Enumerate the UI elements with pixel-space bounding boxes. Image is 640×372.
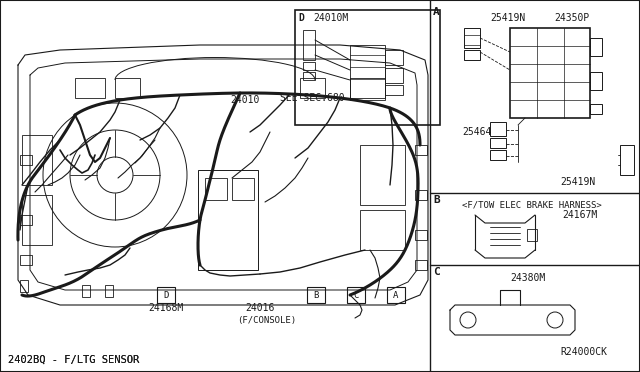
Text: 24350P: 24350P	[554, 13, 589, 23]
Bar	[415, 190, 427, 200]
Bar	[385, 68, 403, 83]
Bar	[490, 138, 506, 148]
Text: 25419N: 25419N	[560, 177, 595, 187]
Bar	[115, 78, 140, 98]
Bar	[300, 78, 325, 98]
Bar	[350, 45, 385, 100]
Text: C: C	[433, 267, 440, 277]
Bar	[20, 155, 32, 165]
Bar	[347, 287, 365, 303]
Bar	[198, 170, 258, 270]
Text: D: D	[163, 291, 169, 299]
Text: 25419N: 25419N	[490, 13, 525, 23]
Text: 24016: 24016	[245, 303, 275, 313]
Bar	[590, 104, 602, 114]
Bar	[20, 215, 32, 225]
Text: 24010M: 24010M	[313, 13, 348, 23]
Bar	[105, 285, 113, 297]
Bar	[295, 10, 440, 125]
Bar	[303, 30, 315, 60]
Text: <F/TOW ELEC BRAKE HARNESS>: <F/TOW ELEC BRAKE HARNESS>	[462, 201, 602, 209]
Text: 2402BQ - F/LTG SENSOR: 2402BQ - F/LTG SENSOR	[8, 355, 140, 365]
Text: A: A	[433, 7, 440, 17]
Text: 24010: 24010	[230, 95, 259, 105]
Bar	[590, 38, 602, 56]
Bar	[385, 50, 403, 65]
Bar	[360, 145, 405, 205]
Bar	[385, 85, 403, 95]
Bar	[75, 78, 105, 98]
Bar	[82, 285, 90, 297]
Bar	[620, 145, 634, 175]
Bar	[490, 122, 506, 136]
Bar	[387, 287, 405, 303]
Bar	[590, 72, 602, 90]
Bar	[205, 178, 227, 200]
Bar	[307, 287, 325, 303]
Bar	[490, 150, 506, 160]
Bar	[464, 28, 480, 48]
Text: B: B	[433, 195, 440, 205]
Bar	[22, 135, 52, 185]
Bar	[232, 178, 254, 200]
Bar	[157, 287, 175, 303]
Bar	[415, 260, 427, 270]
Bar	[20, 255, 32, 265]
Bar	[350, 78, 385, 98]
Text: (F/CONSOLE): (F/CONSOLE)	[237, 315, 296, 324]
Bar	[527, 229, 537, 241]
Bar	[20, 280, 28, 292]
Text: 25464: 25464	[462, 127, 492, 137]
Text: 24167M: 24167M	[562, 210, 597, 220]
Text: R24000CK: R24000CK	[560, 347, 607, 357]
Bar	[303, 62, 315, 70]
Bar	[415, 230, 427, 240]
Bar	[464, 50, 480, 60]
Text: B: B	[314, 291, 319, 299]
Text: A: A	[394, 291, 399, 299]
Bar	[360, 210, 405, 250]
Bar	[510, 28, 590, 118]
Text: 24168M: 24168M	[148, 303, 183, 313]
Bar	[303, 72, 315, 80]
Bar	[415, 145, 427, 155]
Text: 24380M: 24380M	[510, 273, 545, 283]
Text: D: D	[298, 13, 304, 23]
Bar	[22, 195, 52, 245]
Text: SEE SEC.680: SEE SEC.680	[280, 93, 344, 103]
Text: C: C	[353, 291, 358, 299]
Text: 2402BQ - F/LTG SENSOR: 2402BQ - F/LTG SENSOR	[8, 355, 140, 365]
